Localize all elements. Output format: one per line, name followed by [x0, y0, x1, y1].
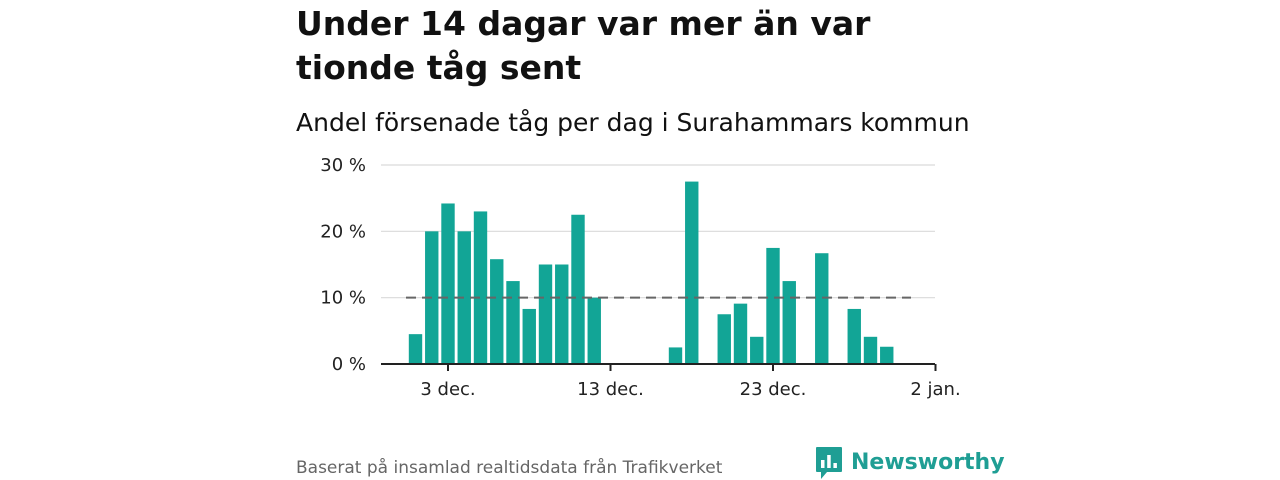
bar — [782, 281, 796, 364]
brand-logo: Newsworthy — [815, 446, 1005, 480]
bar — [587, 297, 601, 364]
y-tick-label: 30 % — [320, 155, 366, 176]
x-tick-label: 3 dec. — [420, 379, 475, 400]
bar — [490, 259, 504, 364]
bar — [863, 336, 878, 364]
bar — [815, 253, 829, 364]
brand-name: Newsworthy — [851, 450, 1005, 475]
y-tick-label: 10 % — [320, 288, 366, 309]
y-tick-label: 20 % — [320, 221, 366, 242]
x-tick-label: 13 dec. — [577, 379, 644, 400]
bar — [473, 211, 488, 364]
y-tick-label: 0 % — [332, 354, 366, 375]
bar — [571, 214, 585, 364]
chart-title: Under 14 dagar var mer än var tionde tåg… — [296, 4, 871, 87]
bar — [847, 308, 861, 364]
y-axis-labels: 0 % 10 % 20 % 30 % — [320, 155, 366, 375]
bar — [717, 314, 731, 364]
bar — [880, 346, 894, 364]
bar — [685, 181, 699, 364]
newsworthy-logo-icon — [816, 447, 842, 479]
bar — [457, 231, 471, 364]
bar — [733, 303, 748, 364]
x-tick-label: 23 dec. — [740, 379, 807, 400]
bar — [538, 264, 553, 364]
x-tick-label: 2 jan. — [910, 379, 960, 400]
bar — [750, 336, 764, 364]
bar — [506, 281, 520, 364]
bar — [668, 347, 683, 364]
bar — [441, 203, 455, 364]
bar — [766, 247, 780, 364]
chart-subtitle: Andel försenade tåg per dag i Surahammar… — [296, 108, 970, 137]
bar — [555, 264, 569, 364]
x-axis — [381, 363, 937, 371]
bar — [408, 334, 423, 364]
bar — [522, 308, 536, 364]
bars — [408, 181, 894, 364]
source-note: Baserat på insamlad realtidsdata från Tr… — [296, 458, 723, 478]
x-axis-labels: 3 dec. 13 dec. 23 dec. 2 jan. — [420, 379, 960, 400]
